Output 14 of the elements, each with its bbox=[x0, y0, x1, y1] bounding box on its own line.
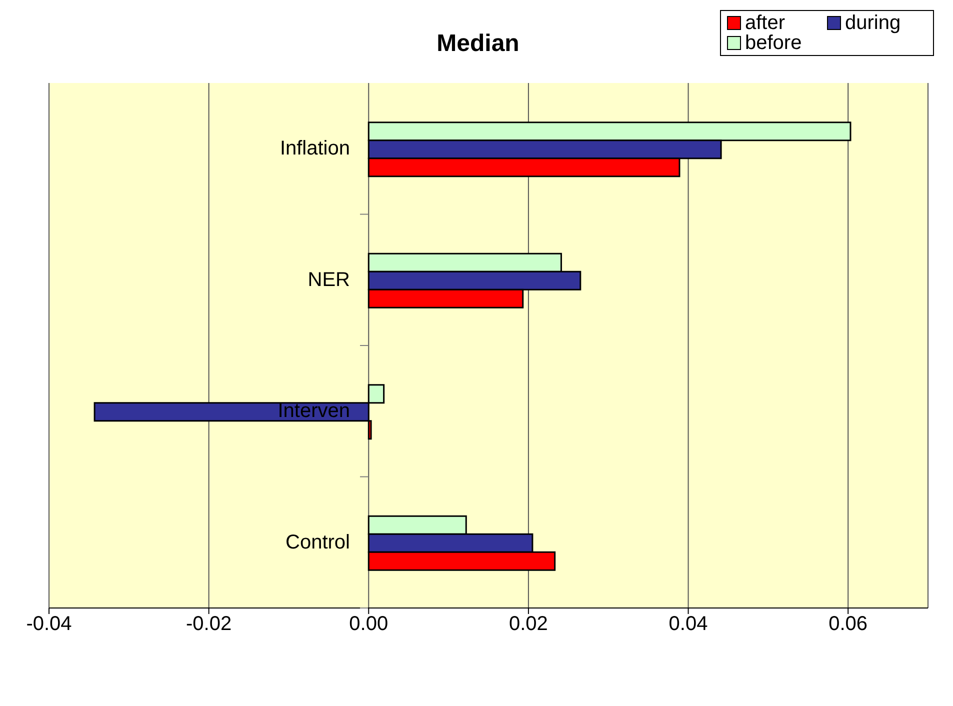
legend-label: during bbox=[844, 12, 902, 34]
x-tick-label: 0.00 bbox=[349, 613, 388, 636]
x-tick-label: 0.06 bbox=[828, 613, 868, 636]
y-tick-label: Interven bbox=[278, 400, 350, 422]
x-tick-label: 0.04 bbox=[668, 613, 708, 636]
legend-label: before bbox=[744, 32, 803, 54]
x-tick-label: -0.04 bbox=[26, 613, 72, 636]
y-tick-label: Control bbox=[286, 531, 350, 554]
y-tick-label: NER bbox=[308, 268, 350, 291]
y-tick-label: Inflation bbox=[280, 138, 350, 160]
x-tick-label: -0.02 bbox=[186, 613, 232, 636]
legend-label: after bbox=[744, 12, 786, 34]
x-tick-label: 0.02 bbox=[508, 613, 548, 636]
chart-title: Median bbox=[436, 30, 520, 57]
